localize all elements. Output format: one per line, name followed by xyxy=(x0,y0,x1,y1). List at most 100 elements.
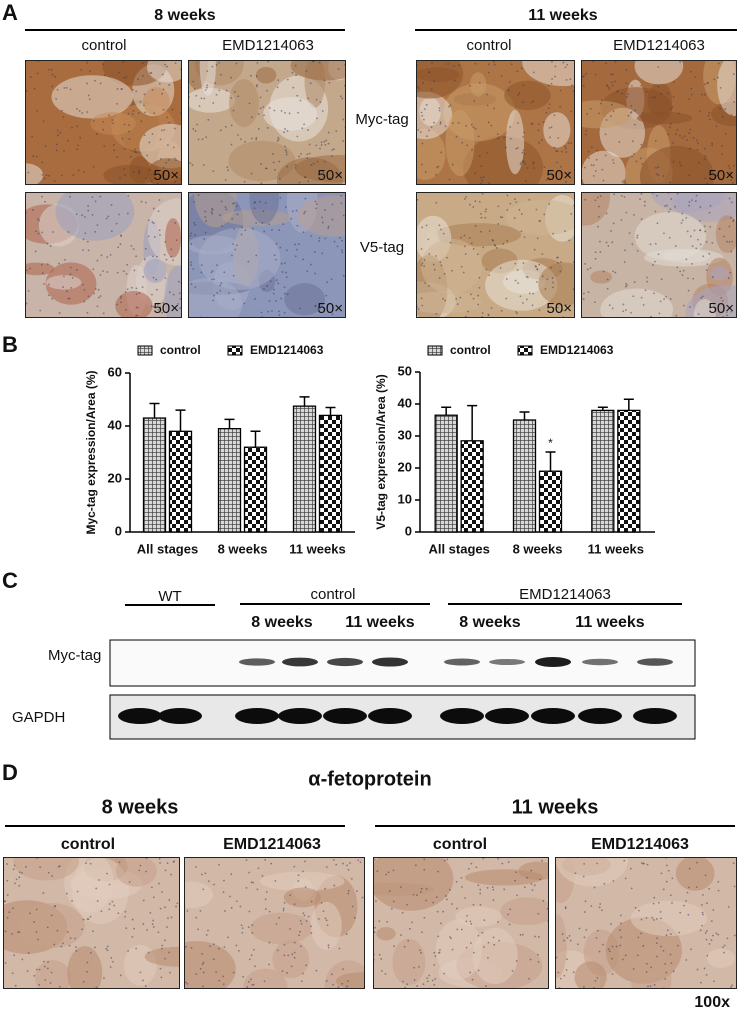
cell xyxy=(526,876,529,879)
tissue-region xyxy=(518,861,549,881)
cell xyxy=(633,281,636,284)
cell xyxy=(218,863,220,866)
cell xyxy=(175,239,178,242)
cell xyxy=(559,89,562,92)
cell xyxy=(532,161,535,164)
cell xyxy=(705,240,708,243)
bar xyxy=(538,470,563,533)
cell xyxy=(135,947,138,950)
cell xyxy=(257,867,260,870)
cell xyxy=(266,127,269,129)
cell xyxy=(143,93,146,96)
cell xyxy=(537,123,540,126)
cell xyxy=(304,197,307,200)
cell xyxy=(531,123,534,125)
cell xyxy=(6,863,8,865)
cell xyxy=(690,70,692,73)
cell xyxy=(478,276,481,279)
cell xyxy=(142,104,145,107)
cell xyxy=(230,76,232,79)
cell xyxy=(674,205,676,208)
cell xyxy=(56,129,59,132)
cell xyxy=(116,303,119,306)
micrograph xyxy=(3,857,180,989)
cell xyxy=(147,951,150,954)
cell xyxy=(164,63,167,66)
cell xyxy=(135,306,138,309)
cell xyxy=(715,174,718,177)
cell xyxy=(595,158,598,161)
cell xyxy=(342,968,344,970)
cell xyxy=(529,958,532,961)
cell xyxy=(224,125,227,128)
group-title: 8 weeks xyxy=(102,796,179,818)
cell xyxy=(172,259,174,262)
cell xyxy=(418,87,421,90)
cell xyxy=(97,288,100,291)
cell xyxy=(306,157,309,159)
cell xyxy=(521,151,524,154)
cell xyxy=(465,946,468,949)
cell xyxy=(31,209,34,211)
cell xyxy=(630,111,633,113)
cell xyxy=(60,945,63,948)
cell xyxy=(576,943,579,946)
cell xyxy=(225,208,228,211)
cell xyxy=(517,94,520,96)
column-label: control xyxy=(433,836,487,853)
legend-label: control xyxy=(450,343,491,357)
cell xyxy=(480,165,483,168)
cell xyxy=(452,65,455,68)
cell xyxy=(121,137,124,140)
cell xyxy=(89,862,92,865)
cell xyxy=(321,221,324,224)
cell xyxy=(105,947,108,950)
cell xyxy=(351,905,354,908)
cell xyxy=(60,109,63,112)
cell xyxy=(165,258,168,261)
cell xyxy=(266,89,268,92)
cell xyxy=(606,278,609,281)
cell xyxy=(250,74,252,77)
cell xyxy=(664,205,666,207)
cell xyxy=(38,983,41,986)
cell xyxy=(123,148,126,150)
cell xyxy=(327,227,330,230)
cell xyxy=(83,300,85,303)
cell xyxy=(290,965,293,968)
cell xyxy=(600,99,603,102)
cell xyxy=(728,225,731,228)
cell xyxy=(699,243,702,246)
cell xyxy=(29,76,32,78)
cell xyxy=(479,212,482,215)
cell xyxy=(310,932,313,934)
cell xyxy=(401,980,404,983)
cell xyxy=(135,287,138,290)
cell xyxy=(110,230,113,233)
cell xyxy=(620,218,623,221)
band xyxy=(239,658,275,666)
cell xyxy=(652,919,655,921)
cell xyxy=(124,910,127,913)
cell xyxy=(134,148,136,151)
cell xyxy=(477,969,480,972)
cell xyxy=(341,97,344,100)
cell xyxy=(152,255,154,258)
cell xyxy=(272,292,275,295)
cell xyxy=(293,903,296,906)
error-bar xyxy=(467,404,478,441)
cell xyxy=(420,951,422,954)
cell xyxy=(128,124,130,127)
cell xyxy=(624,285,627,288)
cell xyxy=(713,980,715,983)
row-label: Myc-tag xyxy=(48,647,101,664)
cell xyxy=(92,119,95,122)
cell xyxy=(178,292,181,295)
cell xyxy=(70,286,73,289)
cell xyxy=(705,938,708,941)
cell xyxy=(457,121,460,124)
cell xyxy=(567,142,570,145)
cell xyxy=(231,217,234,220)
cell xyxy=(230,907,233,909)
cell xyxy=(291,210,294,213)
